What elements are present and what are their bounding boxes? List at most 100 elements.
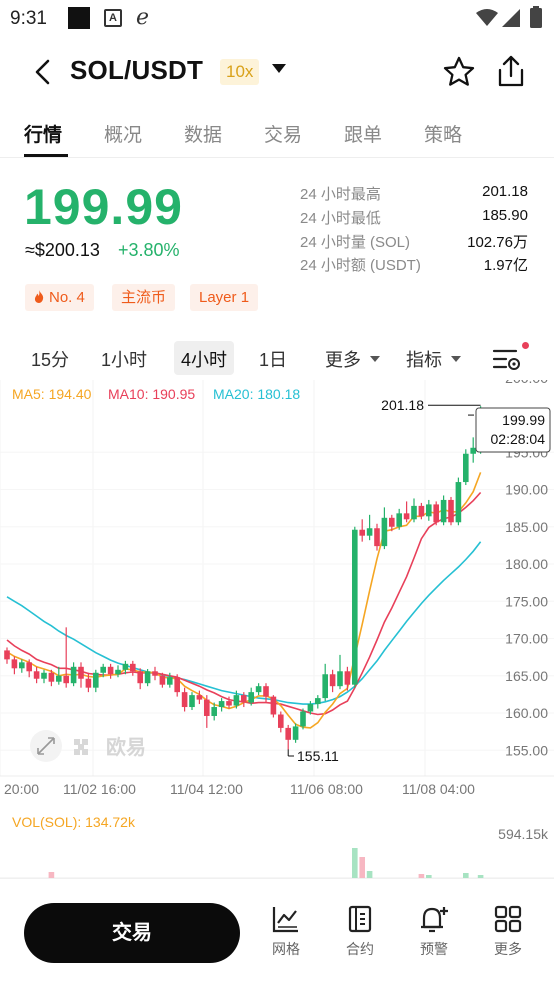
back-button[interactable]	[28, 56, 60, 88]
x-axis-tick: 20:00	[4, 781, 39, 797]
x-axis-tick: 11/02 16:00	[63, 781, 136, 797]
candle-body	[470, 447, 476, 454]
fire-icon	[34, 290, 44, 303]
watermark-logo-icon	[78, 744, 84, 750]
ma5-legend: MA5: 194.40	[12, 386, 92, 402]
candle-body	[359, 529, 365, 536]
wifi-icon	[476, 9, 498, 26]
nav-contract[interactable]: 合约	[335, 905, 385, 965]
nav-more[interactable]: 更多	[483, 905, 533, 965]
candle-body	[144, 671, 151, 684]
candle-body	[315, 698, 321, 705]
stat-label-volume: 24 小时量 (SOL)	[300, 234, 411, 251]
candlestick-chart[interactable]: 欧易 195.00190.00185.00180.00175.00170.001…	[0, 380, 554, 878]
ma20-legend: MA20: 180.18	[213, 386, 301, 402]
volume-bar	[366, 871, 373, 878]
x-axis-tick: 11/08 04:00	[402, 781, 475, 797]
candle-body	[152, 671, 158, 676]
share-button[interactable]	[494, 54, 528, 88]
nav-grid-label: 网格	[272, 941, 300, 957]
volume-bar	[463, 873, 469, 878]
indicator-caret-icon	[451, 356, 461, 362]
candle-body	[26, 662, 32, 672]
interval-more[interactable]: 更多	[325, 350, 361, 370]
candle-body	[389, 517, 395, 527]
mainstream-tag[interactable]: 主流币	[112, 284, 176, 311]
notification-app-icon	[68, 7, 90, 29]
ma10-line	[6, 491, 482, 716]
interval-15m[interactable]: 15分	[31, 350, 70, 370]
candle-body	[100, 666, 106, 673]
candle-body	[307, 704, 314, 712]
pair-dropdown-icon[interactable]	[272, 64, 286, 73]
favorite-star-button[interactable]	[442, 55, 476, 89]
candle-body	[463, 453, 469, 483]
nav-alert[interactable]: 预警	[409, 905, 459, 965]
candle-body	[56, 675, 62, 682]
ma5-line	[6, 472, 482, 729]
last-price: 199.99	[24, 179, 183, 235]
rank-tag[interactable]: No. 4	[25, 284, 94, 311]
nav-grid-trading[interactable]: 网格	[261, 905, 311, 965]
tab-overview[interactable]: 概况	[104, 125, 143, 146]
pair-title[interactable]: SOL/USDT	[70, 55, 204, 85]
candle-body	[211, 707, 217, 716]
stat-value-turnover: 1.97亿	[483, 257, 528, 274]
candle-body	[278, 714, 284, 728]
active-tab-indicator	[24, 154, 68, 157]
stat-label-low: 24 小时最低	[300, 210, 381, 227]
interval-1h[interactable]: 1小时	[101, 350, 148, 370]
interval-active-bg	[174, 341, 234, 375]
candle-body	[285, 727, 291, 740]
ma10-legend: MA10: 190.95	[108, 386, 196, 402]
layer1-tag[interactable]: Layer 1	[190, 284, 259, 311]
candle-body	[167, 677, 173, 685]
indicator-selector[interactable]: 指标	[406, 350, 442, 370]
candle-body	[226, 701, 232, 706]
y-axis-tick: 160.00	[505, 705, 548, 721]
candle-body	[270, 696, 277, 715]
candle-body	[352, 529, 358, 685]
candle-body	[204, 699, 210, 716]
interval-1d[interactable]: 1日	[259, 350, 288, 370]
candle-body	[93, 672, 99, 688]
candle-body	[329, 674, 336, 687]
stat-label-turnover: 24 小时额 (USDT)	[300, 257, 421, 274]
candle-body	[374, 528, 380, 547]
alert-bell-icon	[421, 907, 448, 933]
low-marker-label: 155.11	[297, 748, 339, 764]
candle-body	[174, 677, 180, 693]
y-axis-tick: 185.00	[505, 519, 548, 535]
tab-trade[interactable]: 交易	[264, 125, 303, 146]
x-axis-tick: 11/04 12:00	[170, 781, 243, 797]
candle-body	[218, 701, 225, 708]
y-axis-tick-partial: 200.00	[505, 380, 548, 386]
candle-body	[396, 513, 402, 527]
candle-body	[411, 505, 417, 520]
candle-body	[4, 650, 10, 660]
interval-4h[interactable]: 4小时	[181, 350, 228, 370]
stat-value-high: 201.18	[482, 183, 528, 200]
notification-browser-icon: ℯ	[136, 4, 150, 29]
tab-copy-trade[interactable]: 跟单	[344, 125, 383, 146]
candle-body	[122, 663, 129, 670]
chart-settings-icon[interactable]	[492, 346, 522, 372]
stat-value-low: 185.90	[482, 207, 528, 224]
trade-button[interactable]: 交易	[24, 903, 240, 963]
leverage-badge[interactable]: 10x	[220, 59, 260, 85]
tab-market[interactable]: 行情	[24, 125, 63, 146]
candle-body	[381, 517, 388, 547]
candle-body	[433, 504, 439, 523]
candle-body	[448, 499, 454, 523]
volume-legend: VOL(SOL): 134.72k	[12, 814, 135, 830]
high-marker-label: 201.18	[381, 397, 424, 413]
y-axis-tick: 165.00	[505, 668, 548, 684]
y-axis-tick: 155.00	[505, 742, 548, 758]
tab-strategy[interactable]: 策略	[424, 125, 463, 146]
candle-body	[344, 671, 351, 685]
volume-bar	[426, 875, 432, 878]
watermark-logo-icon	[82, 739, 88, 745]
price-change: +3.80%	[118, 240, 180, 260]
candle-body	[189, 695, 195, 708]
tab-data[interactable]: 数据	[184, 125, 223, 146]
